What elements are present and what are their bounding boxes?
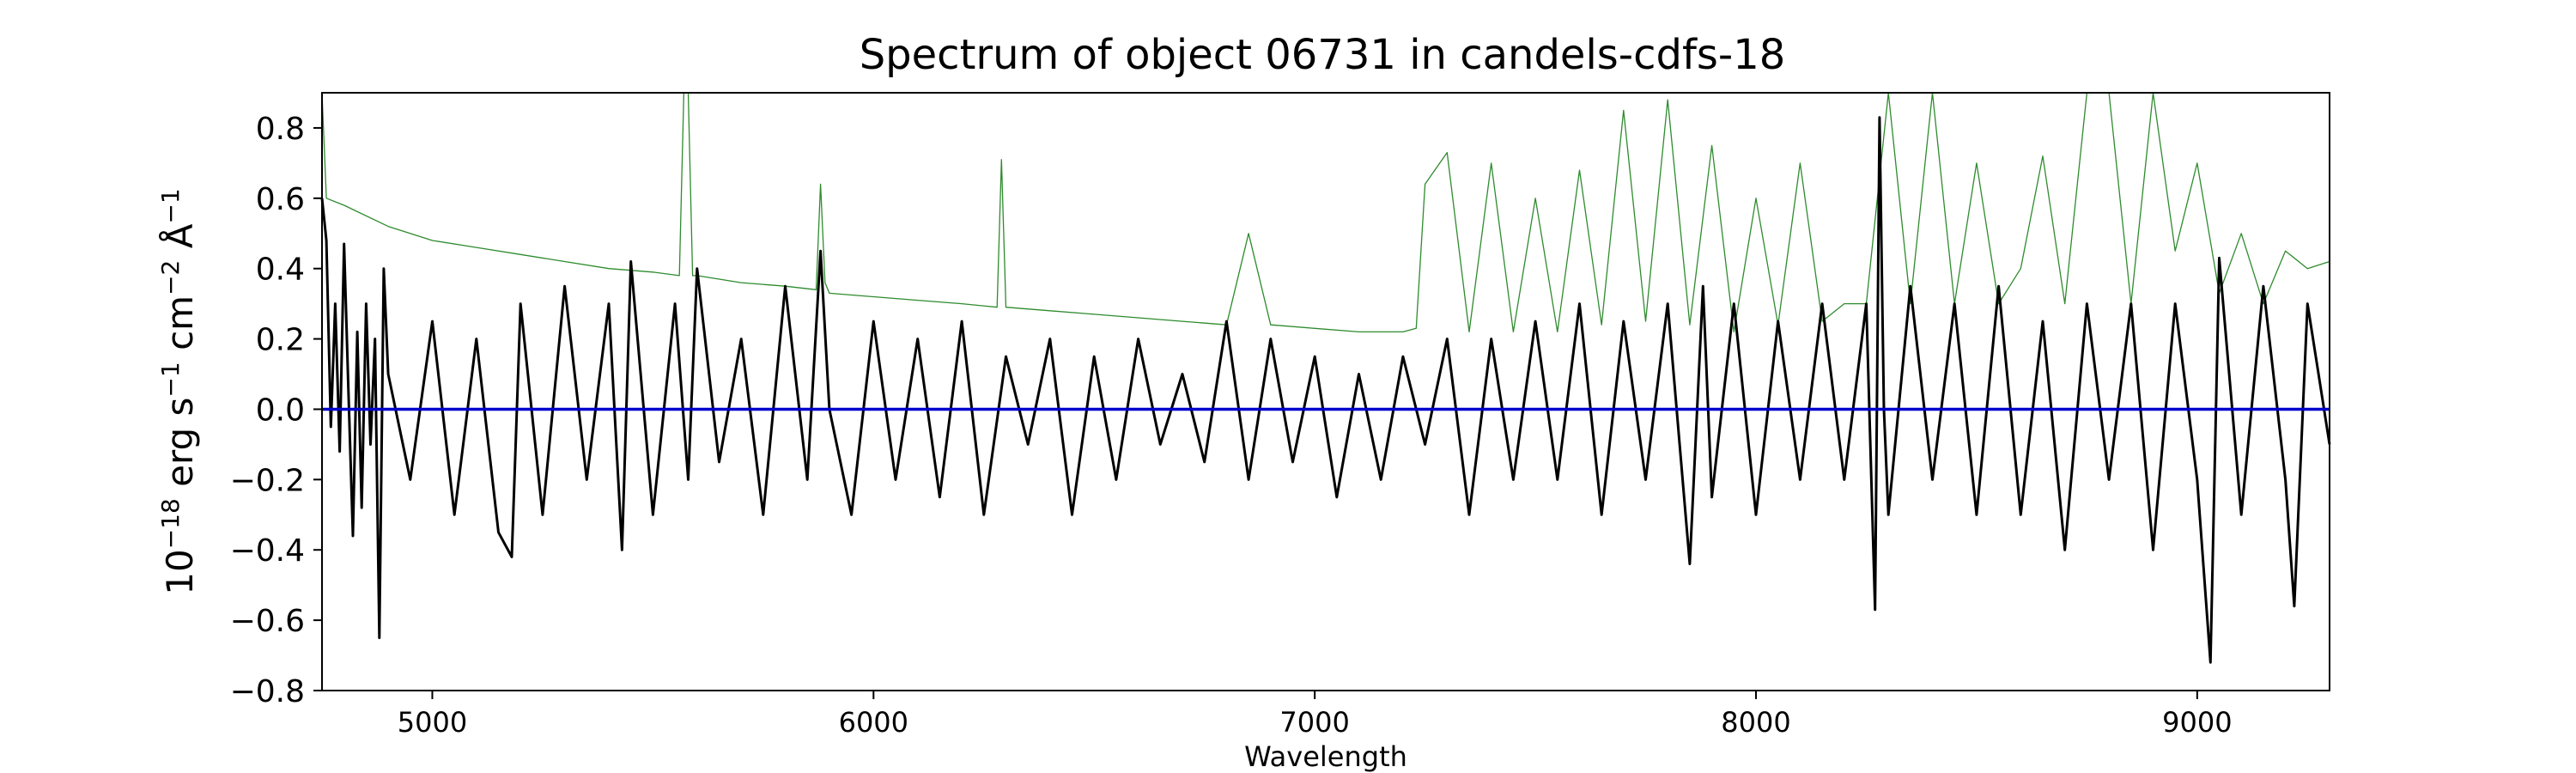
x-tick-label: 6000 [839, 706, 908, 739]
x-axis-ticks: 5000 6000 7000 8000 9000 [398, 691, 2233, 739]
y-tick-label: 0.8 [256, 112, 305, 147]
y-tick-label: −0.4 [230, 533, 305, 569]
y-tick-label: −0.2 [230, 463, 305, 498]
y-tick-label: −0.6 [230, 604, 305, 639]
y-tick-label: 0.0 [256, 393, 305, 428]
x-axis-label: Wavelength [1244, 740, 1407, 773]
y-axis-ticks: −0.8 −0.6 −0.4 −0.2 0.0 0.2 0.4 0.6 0.8 [230, 112, 322, 709]
chart-title: Spectrum of object 06731 in candels-cdfs… [860, 31, 1786, 79]
x-tick-label: 7000 [1279, 706, 1349, 739]
y-tick-label: 0.4 [256, 253, 305, 288]
y-tick-label: −0.8 [230, 674, 305, 709]
series-line-error [321, 92, 2330, 333]
series-layer [320, 92, 2331, 664]
x-tick-label: 5000 [398, 706, 467, 739]
plot-frame [321, 92, 2330, 691]
y-axis-label: 10−18 erg s−1 cm−2 Å−1 [156, 188, 202, 594]
x-tick-label: 8000 [1721, 706, 1790, 739]
x-tick-label: 9000 [2162, 706, 2232, 739]
series-line-flux [320, 116, 2331, 664]
y-tick-label: 0.6 [256, 182, 305, 217]
y-tick-label: 0.2 [256, 323, 305, 358]
